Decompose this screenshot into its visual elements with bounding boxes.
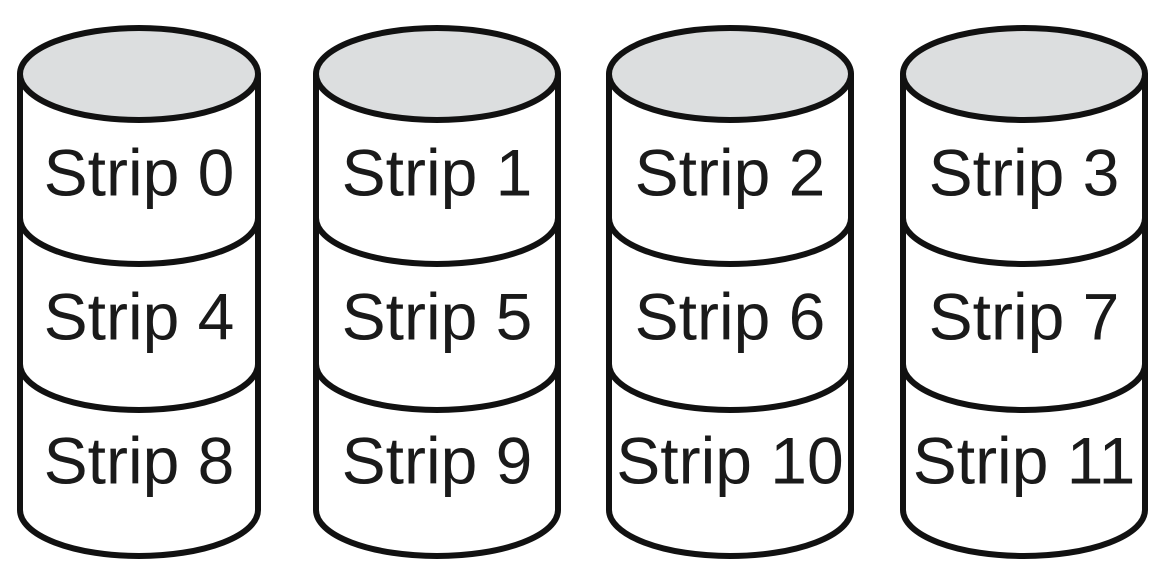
- strip-label: Strip 0: [44, 135, 235, 209]
- disk-2: Strip 2 Strip 6 Strip 10: [606, 25, 854, 559]
- disk-body: [606, 71, 854, 559]
- strip-separator: [313, 217, 561, 267]
- disk-3: Strip 3 Strip 7 Strip 11: [900, 25, 1148, 559]
- strip-separator: [606, 363, 854, 413]
- strip-separator: [900, 363, 1148, 413]
- strip-label: Strip 6: [635, 279, 826, 353]
- strip-separator: [606, 217, 854, 267]
- strip-label: Strip 7: [929, 279, 1120, 353]
- strip-label: Strip 2: [635, 135, 826, 209]
- strip-separator: [900, 217, 1148, 267]
- strip-separator: [313, 363, 561, 413]
- strip-label: Strip 11: [913, 423, 1136, 497]
- strip-separator: [17, 217, 261, 267]
- disk-top: [606, 25, 854, 123]
- disk-1: Strip 1 Strip 5 Strip 9: [313, 25, 561, 559]
- strip-label: Strip 1: [342, 135, 533, 209]
- disk-top: [17, 25, 261, 123]
- strip-label: Strip 9: [342, 423, 533, 497]
- strip-label: Strip 3: [929, 135, 1120, 209]
- disk-0: Strip 0 Strip 4 Strip 8: [17, 25, 261, 559]
- strip-label: Strip 8: [44, 423, 235, 497]
- disk-body: [313, 71, 561, 559]
- disk-body: [900, 71, 1148, 559]
- disk-top: [313, 25, 561, 123]
- strip-separator: [17, 363, 261, 413]
- disk-body: [17, 71, 261, 559]
- strip-label: Strip 5: [342, 279, 533, 353]
- disk-top: [900, 25, 1148, 123]
- strip-label: Strip 10: [616, 423, 843, 497]
- strip-label: Strip 4: [44, 279, 235, 353]
